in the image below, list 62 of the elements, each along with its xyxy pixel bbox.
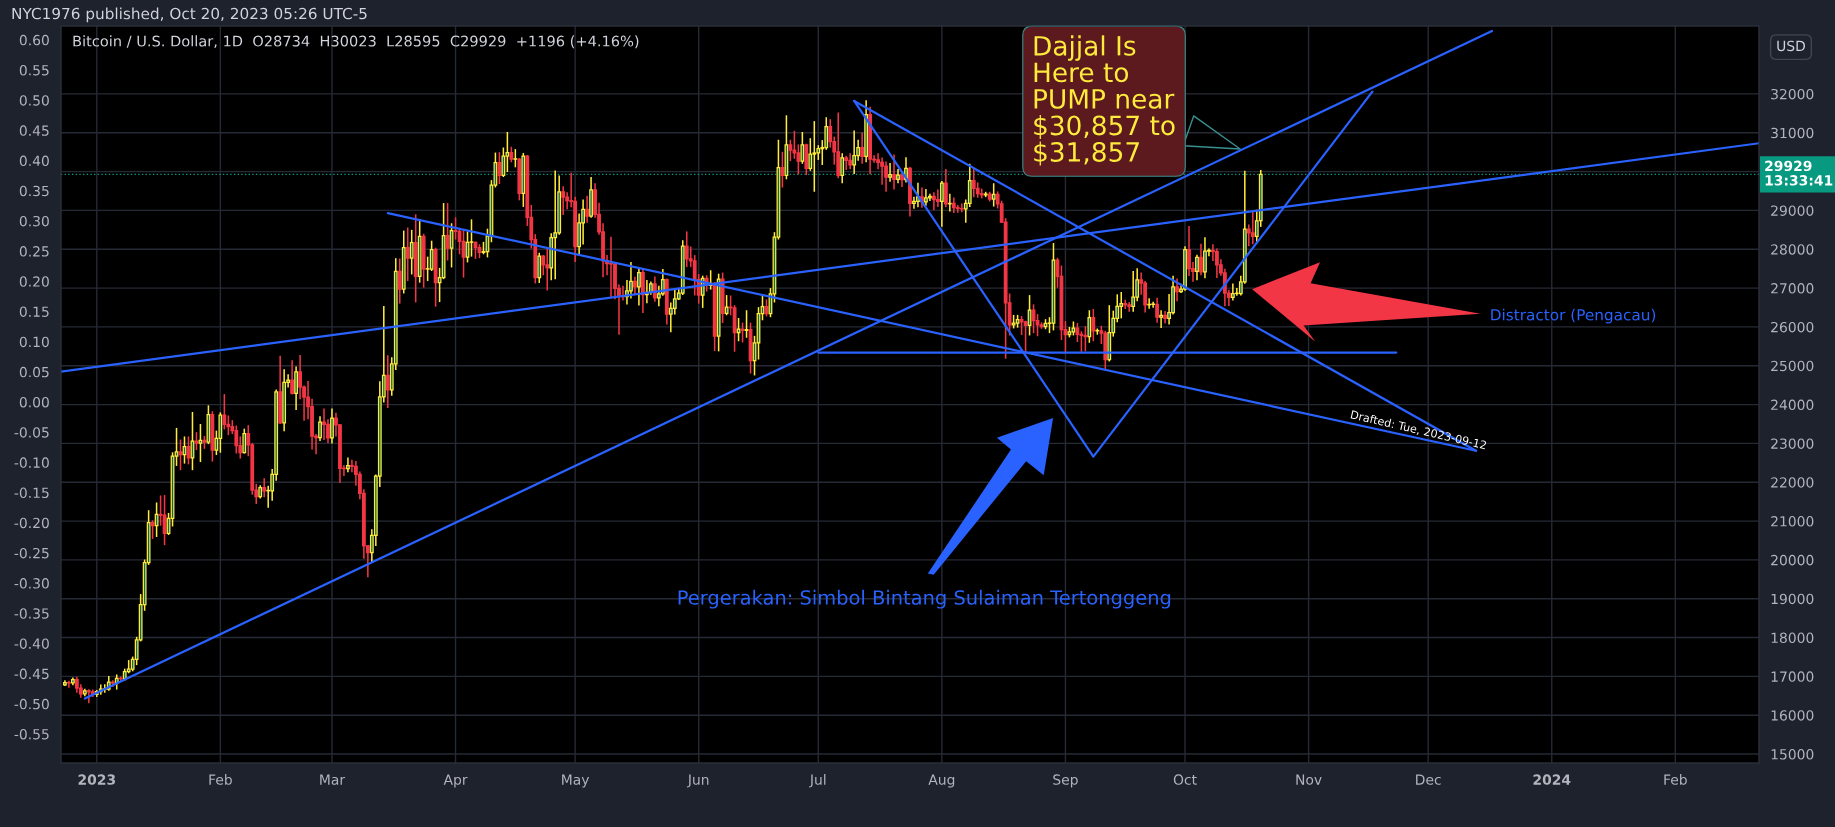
x-tick-label: Feb bbox=[209, 774, 232, 785]
annotation: Pergerakan: Simbol Bintang Sulaiman Tertonggeng bbox=[678, 589, 1171, 609]
y-tick-label: 19000 bbox=[1771, 593, 1814, 605]
x-tick-label: Oct bbox=[1173, 774, 1197, 785]
y-tick-label: 20000 bbox=[1771, 554, 1814, 566]
y2-tick-label: 0.30 bbox=[19, 215, 49, 227]
y2-tick-label: 0.35 bbox=[19, 185, 49, 197]
annotation: Dajjal Is Here to PUMP near $30,857 to $31,857 bbox=[1034, 35, 1175, 166]
x-tick-label: 2023 bbox=[78, 774, 116, 785]
y2-tick-label: 0.50 bbox=[19, 95, 49, 106]
y2-tick-label: 0.10 bbox=[19, 336, 49, 348]
y-tick-label: 16000 bbox=[1771, 710, 1814, 721]
y2-tick-label: -0.55 bbox=[14, 728, 49, 740]
annotation: Distractor (Pengacau) bbox=[1491, 308, 1656, 324]
y-tick-label: 32000 bbox=[1771, 88, 1814, 100]
y2-tick-label: 0.15 bbox=[19, 306, 49, 317]
x-tick-label: May bbox=[562, 774, 590, 788]
y-tick-label: 22000 bbox=[1771, 477, 1814, 488]
y2-tick-label: -0.05 bbox=[14, 427, 49, 438]
y-tick-label: 24000 bbox=[1771, 399, 1814, 411]
y2-tick-label: -0.35 bbox=[14, 608, 49, 619]
y2-tick-label: -0.30 bbox=[14, 578, 49, 589]
x-tick-label: Apr bbox=[443, 774, 468, 788]
x-tick-label: 2024 bbox=[1533, 774, 1571, 785]
y2-tick-label: 0.60 bbox=[19, 34, 49, 46]
y-tick-label: 15000 bbox=[1771, 749, 1814, 760]
x-tick-label: Dec bbox=[1416, 774, 1441, 785]
y-tick-label: 21000 bbox=[1771, 516, 1814, 527]
y-tick-label: 17000 bbox=[1771, 671, 1814, 682]
y-tick-label: 18000 bbox=[1771, 632, 1814, 644]
y2-tick-label: 0.20 bbox=[19, 276, 49, 287]
x-tick-label: Feb bbox=[1664, 774, 1687, 785]
y2-tick-label: -0.50 bbox=[14, 698, 49, 710]
x-tick-label: Nov bbox=[1296, 774, 1322, 785]
y-tick-label: 26000 bbox=[1771, 321, 1814, 333]
y2-tick-label: 0.05 bbox=[19, 366, 49, 378]
x-tick-label: Jul bbox=[809, 774, 826, 788]
y-tick-label: 29000 bbox=[1771, 205, 1814, 216]
y2-tick-label: -0.20 bbox=[14, 517, 49, 529]
y-tick-label: 28000 bbox=[1771, 244, 1814, 255]
y2-tick-label: -0.25 bbox=[14, 547, 49, 559]
y-tick-label: 27000 bbox=[1771, 283, 1814, 294]
y2-tick-label: 0.45 bbox=[19, 125, 49, 136]
y2-tick-label: 0.25 bbox=[19, 246, 49, 257]
y2-tick-label: 0.55 bbox=[19, 65, 49, 76]
y2-tick-label: 0.40 bbox=[19, 155, 49, 167]
y2-tick-label: -0.45 bbox=[14, 668, 49, 680]
x-tick-label: Aug bbox=[928, 774, 955, 788]
x-tick-label: Jun bbox=[687, 774, 709, 788]
y2-tick-label: -0.15 bbox=[14, 487, 49, 499]
y-tick-label: 25000 bbox=[1771, 360, 1814, 372]
y2-tick-label: 0.00 bbox=[19, 396, 49, 408]
y-tick-label: 23000 bbox=[1771, 438, 1814, 449]
chart-subtitle: NYC1976 published, Oct 20, 2023 05:26 UTC-5 bbox=[12, 7, 367, 23]
y-tick-label: 31000 bbox=[1771, 127, 1814, 139]
text: Bitcoin / U.S. Dollar, 1D O28734 H30023 L28595 C29929 +1196 (+4.16%) bbox=[73, 35, 639, 49]
text: USD bbox=[1777, 40, 1805, 52]
ref-line-label: 29929 13:33:41 bbox=[1765, 160, 1833, 186]
x-tick-label: Mar bbox=[320, 774, 346, 785]
y2-tick-label: -0.10 bbox=[14, 457, 49, 468]
x-tick-label: Sep bbox=[1053, 774, 1078, 788]
y2-tick-label: -0.40 bbox=[14, 638, 49, 649]
